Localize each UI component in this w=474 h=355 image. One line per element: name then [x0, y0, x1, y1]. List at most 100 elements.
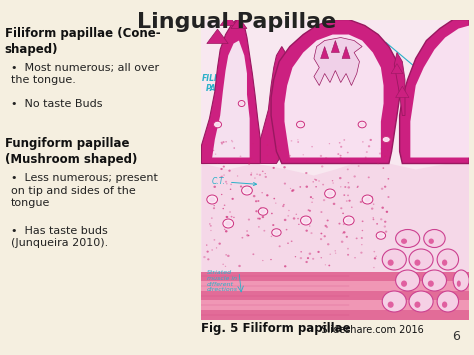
Ellipse shape — [381, 188, 383, 190]
Ellipse shape — [385, 230, 387, 233]
Ellipse shape — [246, 230, 248, 232]
Ellipse shape — [248, 219, 250, 220]
Ellipse shape — [321, 165, 323, 168]
Ellipse shape — [223, 219, 234, 228]
Ellipse shape — [329, 143, 330, 144]
Ellipse shape — [297, 139, 299, 140]
Ellipse shape — [362, 141, 364, 143]
Ellipse shape — [361, 237, 363, 239]
Ellipse shape — [279, 149, 281, 151]
Ellipse shape — [347, 248, 349, 250]
Text: •  Less numerous; present
on tip and sides of the
tongue: • Less numerous; present on tip and side… — [11, 173, 157, 208]
Ellipse shape — [222, 208, 224, 209]
Ellipse shape — [283, 166, 286, 168]
Ellipse shape — [287, 242, 289, 244]
Ellipse shape — [273, 198, 275, 200]
Ellipse shape — [256, 174, 258, 175]
Ellipse shape — [221, 143, 223, 144]
Ellipse shape — [250, 158, 252, 159]
Ellipse shape — [341, 241, 344, 243]
Ellipse shape — [248, 235, 249, 236]
Ellipse shape — [240, 102, 244, 105]
Ellipse shape — [215, 123, 220, 126]
Ellipse shape — [296, 214, 297, 215]
Ellipse shape — [213, 121, 221, 128]
Ellipse shape — [246, 234, 249, 236]
Ellipse shape — [257, 218, 259, 219]
Ellipse shape — [260, 209, 262, 210]
Ellipse shape — [298, 123, 303, 126]
Ellipse shape — [251, 172, 252, 174]
Ellipse shape — [266, 194, 269, 196]
Ellipse shape — [335, 252, 337, 254]
Ellipse shape — [346, 217, 349, 220]
Polygon shape — [391, 64, 403, 73]
Text: : Slideshare.com 2016: : Slideshare.com 2016 — [315, 326, 424, 335]
Ellipse shape — [288, 210, 290, 211]
Ellipse shape — [311, 202, 313, 203]
Ellipse shape — [428, 239, 434, 244]
Ellipse shape — [346, 200, 348, 202]
Ellipse shape — [312, 181, 314, 182]
Ellipse shape — [228, 219, 229, 221]
Ellipse shape — [290, 159, 292, 160]
Ellipse shape — [354, 257, 356, 258]
Ellipse shape — [297, 121, 305, 128]
Ellipse shape — [225, 181, 227, 183]
Ellipse shape — [354, 175, 356, 178]
Polygon shape — [342, 47, 350, 59]
Ellipse shape — [238, 100, 245, 106]
Ellipse shape — [291, 190, 293, 192]
Ellipse shape — [234, 159, 236, 160]
Ellipse shape — [225, 266, 226, 267]
Ellipse shape — [343, 216, 354, 225]
Ellipse shape — [287, 215, 289, 217]
Ellipse shape — [365, 159, 366, 160]
Ellipse shape — [301, 251, 302, 252]
Ellipse shape — [314, 179, 316, 180]
Ellipse shape — [226, 183, 228, 185]
Ellipse shape — [309, 210, 311, 212]
Ellipse shape — [382, 249, 406, 270]
Ellipse shape — [414, 301, 420, 308]
Ellipse shape — [362, 195, 373, 204]
Ellipse shape — [380, 218, 383, 220]
Polygon shape — [207, 29, 228, 44]
Ellipse shape — [271, 236, 272, 237]
Polygon shape — [320, 47, 328, 59]
Ellipse shape — [213, 186, 216, 188]
Ellipse shape — [227, 162, 228, 164]
Ellipse shape — [230, 184, 232, 185]
Ellipse shape — [368, 176, 370, 178]
Ellipse shape — [207, 258, 210, 260]
Ellipse shape — [422, 270, 447, 291]
Ellipse shape — [215, 153, 216, 155]
Ellipse shape — [326, 226, 328, 228]
Ellipse shape — [274, 230, 279, 235]
Ellipse shape — [424, 229, 445, 247]
Ellipse shape — [266, 144, 268, 146]
Ellipse shape — [282, 205, 284, 207]
Ellipse shape — [258, 208, 268, 215]
Ellipse shape — [339, 142, 340, 143]
Ellipse shape — [318, 251, 320, 253]
Ellipse shape — [340, 186, 341, 187]
Ellipse shape — [276, 157, 278, 159]
Text: Filiform papillae (Cone-
shaped): Filiform papillae (Cone- shaped) — [5, 27, 160, 56]
Ellipse shape — [322, 184, 324, 185]
Ellipse shape — [343, 223, 345, 225]
Ellipse shape — [342, 233, 344, 234]
Polygon shape — [231, 18, 247, 28]
Ellipse shape — [264, 230, 265, 231]
Ellipse shape — [262, 216, 264, 218]
Ellipse shape — [226, 216, 228, 218]
Ellipse shape — [225, 254, 227, 256]
Ellipse shape — [262, 170, 264, 172]
Ellipse shape — [244, 188, 250, 193]
Polygon shape — [212, 40, 250, 158]
Bar — [201, 310, 469, 320]
Ellipse shape — [240, 185, 242, 187]
Polygon shape — [400, 20, 469, 164]
Ellipse shape — [224, 229, 226, 230]
Ellipse shape — [323, 199, 325, 201]
